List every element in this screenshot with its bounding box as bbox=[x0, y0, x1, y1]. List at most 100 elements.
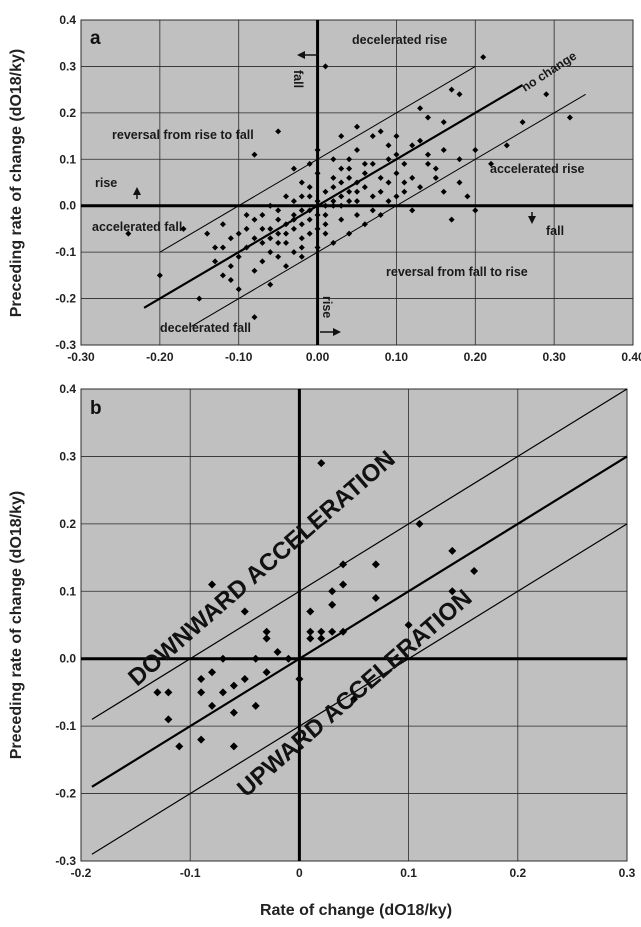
data-point bbox=[346, 230, 353, 237]
x-tick-label: -0.20 bbox=[146, 350, 174, 364]
data-point bbox=[197, 735, 206, 744]
data-point bbox=[519, 119, 526, 126]
data-point bbox=[306, 160, 313, 167]
data-point bbox=[125, 230, 132, 237]
data-point bbox=[322, 230, 329, 237]
data-point bbox=[219, 272, 226, 279]
data-point bbox=[417, 184, 424, 191]
data-point bbox=[377, 188, 384, 195]
y-tick-label: 0.1 bbox=[59, 152, 76, 166]
data-point bbox=[262, 668, 271, 677]
data-point bbox=[440, 188, 447, 195]
data-point bbox=[317, 627, 326, 636]
data-point bbox=[322, 63, 329, 70]
data-point bbox=[417, 105, 424, 112]
data-point bbox=[369, 193, 376, 200]
data-point bbox=[371, 594, 380, 603]
data-point bbox=[456, 91, 463, 98]
data-point bbox=[338, 133, 345, 140]
data-point bbox=[283, 230, 290, 237]
anno-rise-bottom: rise bbox=[320, 296, 334, 318]
reference-line bbox=[91, 523, 628, 855]
y-tick-label: 0.1 bbox=[59, 584, 76, 598]
data-point bbox=[470, 567, 479, 576]
data-point bbox=[219, 221, 226, 228]
data-point bbox=[409, 207, 416, 214]
data-point bbox=[393, 133, 400, 140]
data-point bbox=[346, 188, 353, 195]
data-point bbox=[393, 170, 400, 177]
data-point bbox=[415, 519, 424, 528]
data-point bbox=[290, 225, 297, 232]
data-point bbox=[290, 212, 297, 218]
data-point bbox=[243, 244, 250, 251]
panel-a: -0.30 -0.20 -0.10 0.00 0.10 0.20 0.30 0.40 -0.3 -… bbox=[8, 13, 641, 364]
data-point bbox=[290, 198, 297, 205]
data-point bbox=[456, 156, 463, 163]
x-tick-label: 0.10 bbox=[385, 350, 409, 364]
data-point bbox=[361, 184, 368, 191]
data-point bbox=[306, 627, 315, 636]
anno-fall-right: fall bbox=[546, 224, 564, 238]
anno-decelerated-fall: decelerated fall bbox=[160, 321, 251, 335]
y-tick-label: -0.2 bbox=[55, 787, 76, 801]
data-point bbox=[424, 160, 431, 167]
data-point bbox=[196, 295, 203, 302]
data-point bbox=[377, 212, 384, 218]
reference-line bbox=[91, 388, 628, 720]
data-point bbox=[354, 212, 360, 218]
data-point bbox=[267, 249, 274, 256]
data-point bbox=[354, 198, 360, 205]
x-tick-label: -0.30 bbox=[67, 350, 95, 364]
data-point bbox=[424, 114, 431, 121]
data-point bbox=[346, 198, 353, 205]
x-tick-label: 0.2 bbox=[509, 866, 526, 880]
data-point bbox=[488, 160, 495, 167]
data-point bbox=[259, 212, 266, 218]
tick-labels-a: -0.30 -0.20 -0.10 0.00 0.10 0.20 0.30 0.40 -0.3 -… bbox=[55, 13, 641, 364]
data-point bbox=[243, 212, 250, 218]
data-point bbox=[229, 708, 238, 717]
data-point bbox=[448, 587, 457, 596]
data-point bbox=[306, 607, 315, 616]
anno-reversal-rise-to-fall: reversal from rise to fall bbox=[112, 128, 254, 142]
data-point bbox=[164, 688, 173, 697]
data-point bbox=[275, 128, 282, 135]
data-point bbox=[354, 188, 360, 195]
anno-decelerated-rise: decelerated rise bbox=[352, 33, 447, 47]
data-point bbox=[240, 607, 249, 616]
panel-letter-b: b bbox=[90, 398, 102, 419]
data-point bbox=[251, 701, 260, 710]
data-point bbox=[361, 170, 368, 177]
data-point bbox=[259, 258, 266, 265]
data-point bbox=[208, 580, 217, 589]
data-point bbox=[290, 165, 297, 172]
data-point bbox=[298, 207, 305, 214]
data-point bbox=[267, 225, 274, 232]
data-point bbox=[339, 580, 348, 589]
data-point bbox=[317, 459, 326, 468]
data-point bbox=[290, 216, 297, 223]
data-point bbox=[393, 151, 400, 158]
data-point bbox=[259, 225, 266, 232]
anno-reversal-fall-to-rise: reversal from fall to rise bbox=[386, 265, 528, 279]
data-point bbox=[369, 133, 376, 140]
data-point bbox=[262, 627, 271, 636]
data-point bbox=[354, 147, 360, 153]
data-point bbox=[235, 253, 242, 260]
data-point bbox=[346, 156, 353, 163]
data-point bbox=[448, 216, 455, 223]
y-tick-label: 0.4 bbox=[59, 382, 76, 396]
data-point bbox=[432, 174, 439, 181]
data-point bbox=[298, 253, 305, 260]
data-point bbox=[385, 198, 392, 205]
data-point bbox=[251, 314, 258, 321]
y-tick-label: -0.3 bbox=[55, 854, 76, 868]
data-point bbox=[204, 230, 211, 237]
data-point bbox=[290, 249, 297, 256]
data-point bbox=[354, 123, 360, 130]
data-point bbox=[330, 198, 337, 205]
data-point bbox=[346, 165, 353, 172]
data-point bbox=[208, 701, 217, 710]
data-point bbox=[424, 151, 431, 158]
